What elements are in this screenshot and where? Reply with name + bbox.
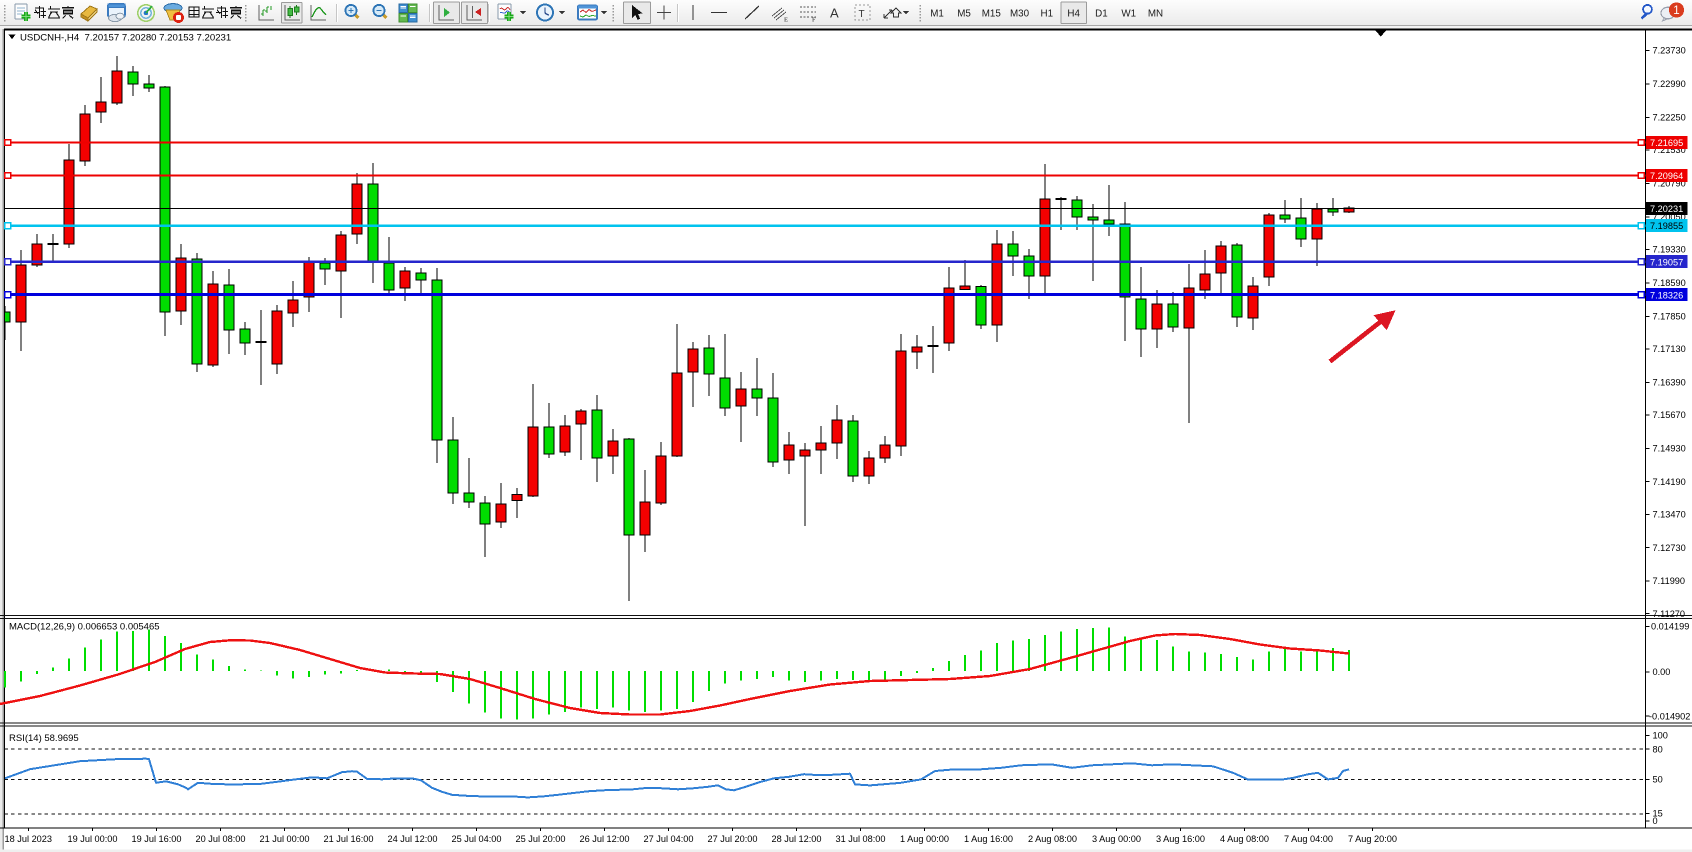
svg-text:7 Aug 04:00: 7 Aug 04:00 [1284,834,1333,844]
svg-text:F: F [812,17,816,24]
svg-text:MN: MN [1148,9,1163,20]
svg-text:0: 0 [1653,816,1658,826]
svg-text:24 Jul 12:00: 24 Jul 12:00 [387,834,437,844]
svg-text:7.11990: 7.11990 [1653,576,1686,586]
svg-text:0.014199: 0.014199 [1651,622,1689,632]
svg-text:80: 80 [1653,744,1663,754]
svg-text:21 Jul 16:00: 21 Jul 16:00 [323,834,373,844]
svg-text:E: E [784,17,788,24]
svg-text:M30: M30 [1010,9,1030,20]
svg-text:21 Jul 00:00: 21 Jul 00:00 [259,834,309,844]
svg-text:7.14930: 7.14930 [1653,443,1686,453]
svg-text:T: T [859,9,865,20]
svg-text:7.17130: 7.17130 [1653,344,1686,354]
svg-text:M1: M1 [930,9,944,20]
svg-text:7.21695: 7.21695 [1650,138,1683,148]
svg-text:7.18590: 7.18590 [1653,278,1686,288]
svg-text:USDCNH-,H4 7.20157 7.20280 7.: USDCNH-,H4 7.20157 7.20280 7.20153 7.202… [20,33,231,44]
svg-text:15: 15 [1653,809,1663,819]
svg-text:7.11270: 7.11270 [1653,609,1686,619]
svg-text:1 Aug 00:00: 1 Aug 00:00 [900,834,949,844]
svg-text:7.16390: 7.16390 [1653,377,1686,387]
svg-text:26 Jul 12:00: 26 Jul 12:00 [579,834,629,844]
svg-text:25 Jul 04:00: 25 Jul 04:00 [451,834,501,844]
svg-text:D1: D1 [1095,9,1108,20]
svg-text:1 Aug 16:00: 1 Aug 16:00 [964,834,1013,844]
svg-text:31 Jul 08:00: 31 Jul 08:00 [835,834,885,844]
svg-text:28 Jul 12:00: 28 Jul 12:00 [771,834,821,844]
svg-text:19 Jul 16:00: 19 Jul 16:00 [131,834,181,844]
svg-text:7.14190: 7.14190 [1653,477,1686,487]
svg-text:A: A [830,6,839,21]
svg-text:W1: W1 [1121,9,1136,20]
svg-text:25 Jul 20:00: 25 Jul 20:00 [515,834,565,844]
svg-text:H1: H1 [1041,9,1054,20]
svg-text:7.19330: 7.19330 [1653,244,1686,254]
svg-text:27 Jul 20:00: 27 Jul 20:00 [707,834,757,844]
svg-text:7.20790: 7.20790 [1653,178,1686,188]
svg-text:20 Jul 08:00: 20 Jul 08:00 [195,834,245,844]
svg-text:7 Aug 20:00: 7 Aug 20:00 [1348,834,1397,844]
svg-text:M5: M5 [957,9,971,20]
svg-text:7.19855: 7.19855 [1650,221,1683,231]
svg-text:RSI(14) 58.9695: RSI(14) 58.9695 [9,733,79,744]
svg-text:7.22990: 7.22990 [1653,79,1686,89]
svg-text:1: 1 [1673,5,1679,17]
svg-text:27 Jul 04:00: 27 Jul 04:00 [643,834,693,844]
svg-text:19 Jul 00:00: 19 Jul 00:00 [67,834,117,844]
svg-text:7.23730: 7.23730 [1653,46,1686,56]
svg-text:7.20231: 7.20231 [1650,204,1683,214]
svg-text:7.20964: 7.20964 [1650,171,1683,181]
svg-text:50: 50 [1653,775,1663,785]
svg-text:7.18326: 7.18326 [1650,290,1683,300]
svg-text:MACD(12,26,9) 0.006653 0.00546: MACD(12,26,9) 0.006653 0.005465 [9,622,160,633]
svg-text:7.19057: 7.19057 [1650,257,1683,267]
svg-text:7.12730: 7.12730 [1653,543,1686,553]
svg-text:M15: M15 [982,9,1002,20]
svg-text:18 Jul 2023: 18 Jul 2023 [5,834,53,844]
svg-text:100: 100 [1653,731,1668,741]
svg-text:3 Aug 00:00: 3 Aug 00:00 [1092,834,1141,844]
svg-text:-0.014902: -0.014902 [1649,711,1690,721]
svg-text:7.13470: 7.13470 [1653,509,1686,519]
svg-text:H4: H4 [1067,9,1080,20]
svg-text:0.00: 0.00 [1653,667,1671,677]
svg-text:3 Aug 16:00: 3 Aug 16:00 [1156,834,1205,844]
svg-text:2 Aug 08:00: 2 Aug 08:00 [1028,834,1077,844]
svg-text:7.15670: 7.15670 [1653,410,1686,420]
svg-text:7.21530: 7.21530 [1653,145,1686,155]
svg-text:7.20050: 7.20050 [1653,212,1686,222]
svg-text:7.17850: 7.17850 [1653,311,1686,321]
svg-text:4 Aug 08:00: 4 Aug 08:00 [1220,834,1269,844]
svg-text:7.22250: 7.22250 [1653,112,1686,122]
